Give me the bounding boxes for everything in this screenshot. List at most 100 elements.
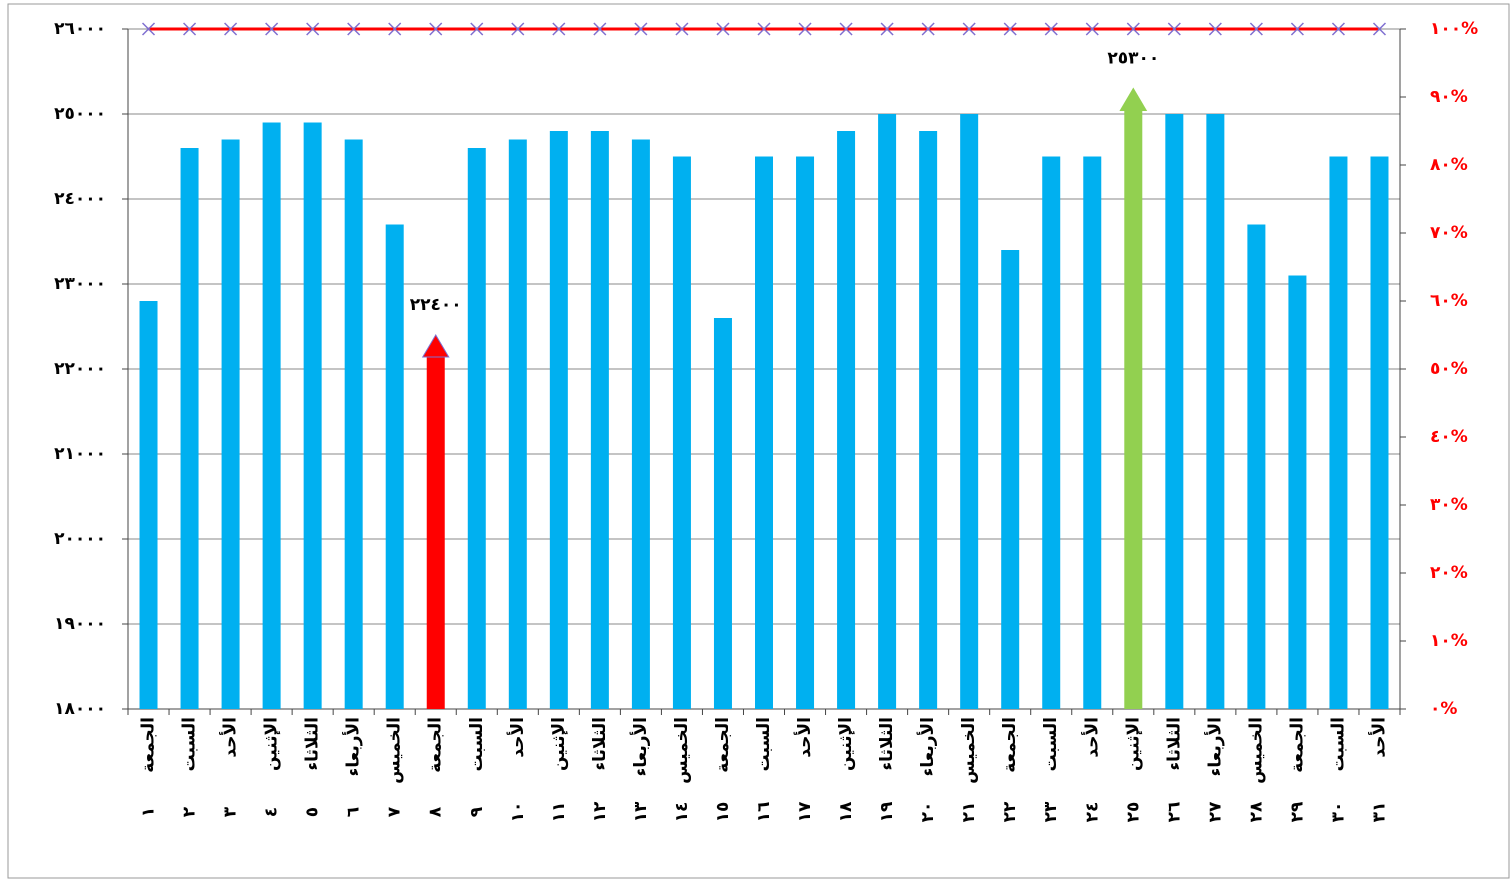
line-marker	[1331, 22, 1345, 36]
bar	[385, 224, 404, 709]
x-tick-label: الثلاثاء	[877, 717, 897, 771]
bar	[837, 131, 856, 709]
line-marker	[429, 22, 443, 36]
y2-tick-label: ٦٠%	[1430, 291, 1468, 311]
x-tick-label: الإثنين	[1123, 717, 1143, 771]
line-marker	[1208, 22, 1222, 36]
line-marker	[1126, 22, 1140, 36]
y-tick-label: ٢٣٠٠٠	[54, 274, 106, 294]
line-marker	[757, 22, 771, 36]
y-tick-label: ٢٠٠٠٠	[54, 529, 106, 549]
y-tick-label: ٢٥٠٠٠	[54, 104, 106, 124]
x-tick-label: السبت	[467, 717, 487, 771]
line-marker	[1372, 22, 1387, 36]
x-tick-label: الجمعة	[713, 717, 733, 773]
x-tick-label: الجمعة	[1000, 717, 1020, 773]
x-tick-number: ٦	[344, 807, 364, 817]
x-tick-number: ٢٠	[918, 802, 938, 823]
bar-arrowhead	[1119, 87, 1148, 111]
x-tick-label: الإثنين	[549, 717, 569, 771]
x-tick-label: الأحد	[1081, 717, 1102, 758]
bar	[1370, 156, 1389, 709]
bar	[631, 139, 650, 709]
line-marker	[141, 22, 156, 36]
x-tick-number: ٢٣	[1041, 801, 1061, 822]
bar	[713, 318, 732, 709]
bar-arrowhead	[421, 334, 450, 358]
x-tick-label: الأحد	[507, 717, 528, 758]
bar	[755, 156, 773, 709]
x-tick-number: ١٨	[836, 801, 856, 822]
line-marker	[716, 22, 730, 36]
bar	[180, 148, 199, 709]
bar	[1206, 114, 1225, 709]
bar	[1165, 114, 1184, 709]
x-tick-label: السبت	[754, 717, 774, 771]
line-marker	[880, 22, 894, 36]
line-marker	[1085, 22, 1099, 36]
x-tick-number: ٩	[467, 806, 487, 817]
value-label: ٢٥٣٠٠	[1107, 49, 1159, 69]
x-tick-label: الأحد	[794, 717, 815, 758]
x-tick-label: الثلاثاء	[303, 717, 323, 771]
value-label: ٢٢٤٠٠	[410, 295, 462, 315]
bar	[1042, 156, 1061, 709]
x-tick-number: ١	[139, 807, 159, 817]
x-tick-label: الخميس	[1246, 717, 1266, 784]
x-tick-number: ١٦	[754, 802, 774, 823]
x-tick-label: الإثنين	[836, 717, 856, 771]
x-tick-number: ١٠	[508, 802, 528, 823]
x-tick-number: ١٢	[590, 801, 610, 822]
line-marker	[962, 22, 976, 36]
x-tick-label: الثلاثاء	[590, 717, 610, 771]
line-marker	[839, 22, 853, 36]
line-marker	[224, 22, 238, 36]
x-tick-label: الأربعاء	[1204, 717, 1225, 776]
x-tick-label: الخميس	[672, 717, 692, 784]
x-tick-label: الأربعاء	[343, 717, 364, 776]
line-marker	[1249, 22, 1263, 36]
bar	[549, 131, 568, 709]
x-tick-label: السبت	[1041, 717, 1061, 771]
x-tick-number: ٢٨	[1246, 801, 1266, 822]
x-tick-number: ٣١	[1369, 802, 1389, 823]
x-tick-label: الجمعة	[139, 717, 159, 773]
x-tick-label: الأحد	[220, 717, 241, 758]
x-tick-number: ١٩	[877, 801, 897, 822]
bar	[1083, 156, 1102, 709]
y2-tick-label: ١٠%	[1430, 631, 1468, 651]
y-tick-label: ٢٦٠٠٠	[54, 19, 106, 39]
bar	[672, 156, 691, 709]
line-marker	[1044, 22, 1058, 36]
x-tick-number: ٣٠	[1328, 802, 1348, 823]
line-marker	[593, 22, 607, 36]
x-tick-number: ٢٢	[1000, 801, 1020, 822]
x-tick-number: ٤	[262, 807, 282, 817]
line-marker	[306, 22, 320, 36]
line-marker	[1290, 22, 1304, 36]
bar	[796, 156, 815, 709]
bar	[1288, 275, 1307, 709]
x-tick-label: الثلاثاء	[1164, 717, 1184, 771]
line-marker	[388, 22, 402, 36]
bar	[221, 139, 240, 709]
line-marker	[1167, 22, 1181, 36]
bar	[139, 301, 158, 709]
x-tick-label: الخميس	[385, 717, 405, 784]
line-marker	[552, 22, 566, 36]
bar	[919, 131, 938, 709]
bar	[1247, 224, 1266, 709]
y2-tick-label: ٠%	[1430, 699, 1457, 719]
line-marker	[347, 22, 361, 36]
y-tick-label: ٢١٠٠٠	[54, 444, 106, 464]
y-tick-label: ١٨٠٠٠	[54, 699, 106, 719]
bar	[878, 114, 897, 709]
y2-tick-label: ٩٠%	[1430, 87, 1468, 107]
y-tick-label: ١٩٠٠٠	[54, 614, 106, 634]
x-tick-label: الأحد	[1368, 717, 1389, 758]
line-marker	[675, 22, 689, 36]
line-marker	[183, 22, 197, 36]
y2-tick-label: ١٠٠%	[1430, 19, 1478, 39]
x-tick-number: ٢٤	[1082, 802, 1102, 823]
